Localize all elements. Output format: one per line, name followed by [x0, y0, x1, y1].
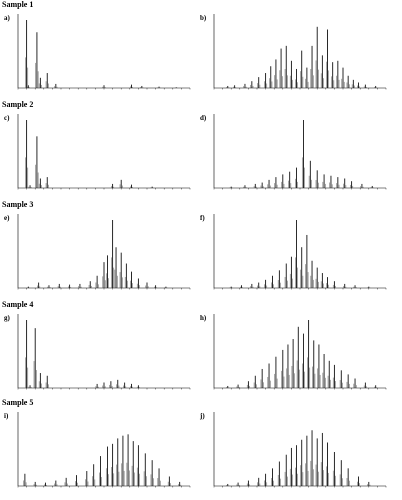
- mass-spectrum: [17, 114, 191, 190]
- panel-letter: b): [200, 14, 207, 22]
- panel-letter: d): [200, 114, 207, 122]
- spectrum-panel-right: j): [200, 408, 388, 496]
- sample-title: Sample 3: [2, 200, 34, 209]
- mass-spectrum: [213, 14, 387, 90]
- mass-spectrum: [213, 412, 387, 488]
- panel-letter: g): [4, 314, 10, 322]
- mass-spectrum: [17, 314, 191, 390]
- spectrum-panel-right: h): [200, 310, 388, 398]
- sample-title: Sample 2: [2, 100, 34, 109]
- spectrum-panel-left: e): [4, 210, 192, 298]
- mass-spectrum: [213, 114, 387, 190]
- sample-title: Sample 1: [2, 0, 34, 9]
- panel-letter: a): [4, 14, 10, 22]
- spectrum-panel-left: i): [4, 408, 192, 496]
- panel-letter: h): [200, 314, 207, 322]
- mass-spectrum: [213, 314, 387, 390]
- mass-spectrum: [17, 14, 191, 90]
- spectrum-panel-right: d): [200, 110, 388, 198]
- sample-title: Sample 5: [2, 398, 34, 407]
- mass-spectrum: [17, 214, 191, 290]
- spectrum-panel-left: a): [4, 10, 192, 98]
- panel-letter: i): [4, 412, 9, 420]
- panel-letter: f): [200, 214, 205, 222]
- spectrum-panel-right: f): [200, 210, 388, 298]
- spectrum-panel-right: b): [200, 10, 388, 98]
- mass-spectrum: [17, 412, 191, 488]
- spectrum-panel-left: c): [4, 110, 192, 198]
- panel-letter: c): [4, 114, 10, 122]
- spectrum-panel-left: g): [4, 310, 192, 398]
- panel-letter: e): [4, 214, 10, 222]
- panel-letter: j): [200, 412, 205, 420]
- mass-spectrum: [213, 214, 387, 290]
- sample-title: Sample 4: [2, 300, 34, 309]
